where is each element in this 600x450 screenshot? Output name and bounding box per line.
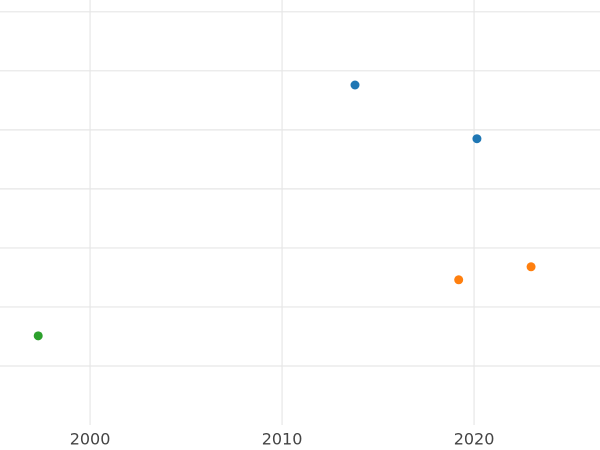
point [454, 275, 464, 285]
point [472, 134, 482, 144]
point [33, 331, 43, 341]
point [526, 262, 536, 272]
x-tick-label: 2010 [262, 430, 303, 449]
point [350, 80, 360, 90]
x-tick-label: 2000 [70, 430, 111, 449]
x-tick-label: 2020 [454, 430, 495, 449]
